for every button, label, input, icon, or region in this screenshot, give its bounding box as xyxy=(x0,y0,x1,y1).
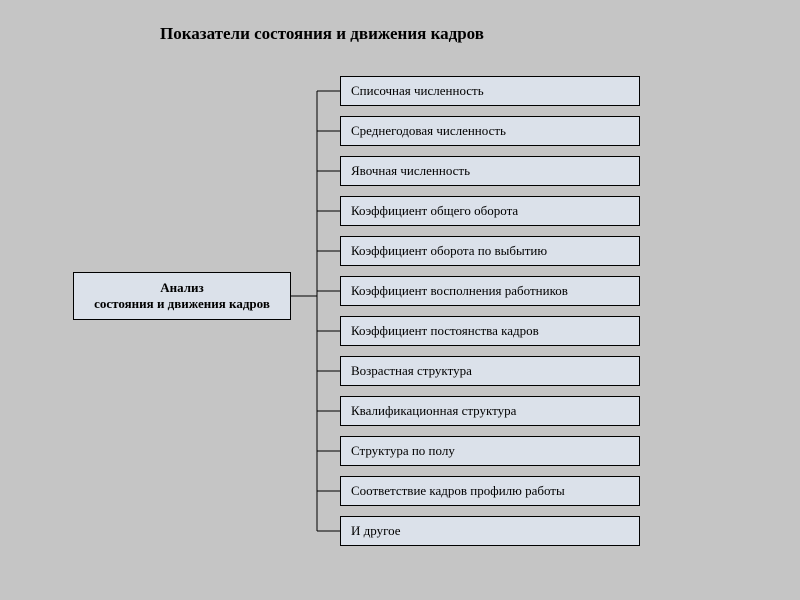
diagram-canvas: Показатели состояния и движения кадров А… xyxy=(0,0,800,600)
leaf-node: И другое xyxy=(340,516,640,546)
diagram-title: Показатели состояния и движения кадров xyxy=(160,24,484,44)
leaf-node: Квалификационная структура xyxy=(340,396,640,426)
leaf-node: Среднегодовая численность xyxy=(340,116,640,146)
leaf-node: Коэффициент общего оборота xyxy=(340,196,640,226)
leaf-node-label: Квалификационная структура xyxy=(351,403,516,419)
leaf-node-label: Возрастная структура xyxy=(351,363,472,379)
leaf-node-label: Коэффициент постоянства кадров xyxy=(351,323,539,339)
leaf-node-label: Среднегодовая численность xyxy=(351,123,506,139)
leaf-node-label: Коэффициент оборота по выбытию xyxy=(351,243,547,259)
leaf-node-label: Структура по полу xyxy=(351,443,455,459)
leaf-node-label: Коэффициент восполнения работников xyxy=(351,283,568,299)
leaf-node-label: И другое xyxy=(351,523,401,539)
leaf-node: Списочная численность xyxy=(340,76,640,106)
leaf-node: Коэффициент восполнения работников xyxy=(340,276,640,306)
leaf-node: Явочная численность xyxy=(340,156,640,186)
root-node: Анализ состояния и движения кадров xyxy=(73,272,291,320)
leaf-node: Структура по полу xyxy=(340,436,640,466)
root-node-line2: состояния и движения кадров xyxy=(94,296,270,312)
leaf-node: Возрастная структура xyxy=(340,356,640,386)
leaf-node: Коэффициент постоянства кадров xyxy=(340,316,640,346)
leaf-node-label: Коэффициент общего оборота xyxy=(351,203,518,219)
leaf-node-label: Соответствие кадров профилю работы xyxy=(351,483,565,499)
leaf-node-label: Явочная численность xyxy=(351,163,470,179)
root-node-line1: Анализ xyxy=(160,280,204,296)
leaf-node: Соответствие кадров профилю работы xyxy=(340,476,640,506)
leaf-node-label: Списочная численность xyxy=(351,83,484,99)
leaf-node: Коэффициент оборота по выбытию xyxy=(340,236,640,266)
